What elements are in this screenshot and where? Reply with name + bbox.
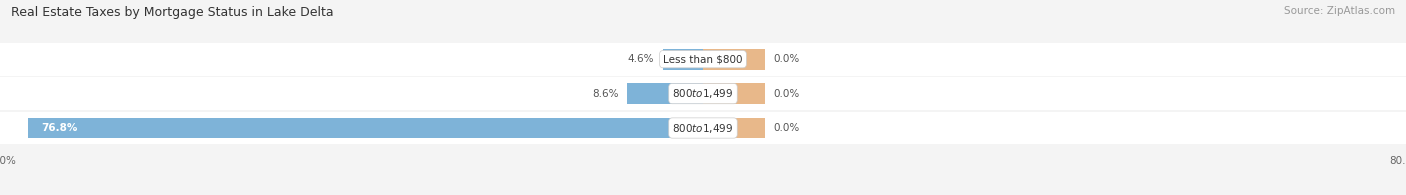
Text: 0.0%: 0.0%	[773, 123, 800, 133]
Text: Real Estate Taxes by Mortgage Status in Lake Delta: Real Estate Taxes by Mortgage Status in …	[11, 6, 333, 19]
Bar	[28, 118, 703, 138]
Bar	[703, 49, 765, 69]
Bar	[662, 49, 703, 69]
Bar	[703, 83, 765, 104]
Text: 4.6%: 4.6%	[627, 54, 654, 64]
Text: 76.8%: 76.8%	[41, 123, 77, 133]
Text: 8.6%: 8.6%	[592, 89, 619, 99]
Text: 0.0%: 0.0%	[773, 89, 800, 99]
Text: Less than $800: Less than $800	[664, 54, 742, 64]
Bar	[0, 112, 1406, 144]
Text: 0.0%: 0.0%	[773, 54, 800, 64]
Bar	[703, 118, 765, 138]
Bar	[0, 77, 1406, 110]
Text: $800 to $1,499: $800 to $1,499	[672, 87, 734, 100]
Bar	[0, 43, 1406, 75]
Text: $800 to $1,499: $800 to $1,499	[672, 121, 734, 135]
Bar	[627, 83, 703, 104]
Text: Source: ZipAtlas.com: Source: ZipAtlas.com	[1284, 6, 1395, 16]
